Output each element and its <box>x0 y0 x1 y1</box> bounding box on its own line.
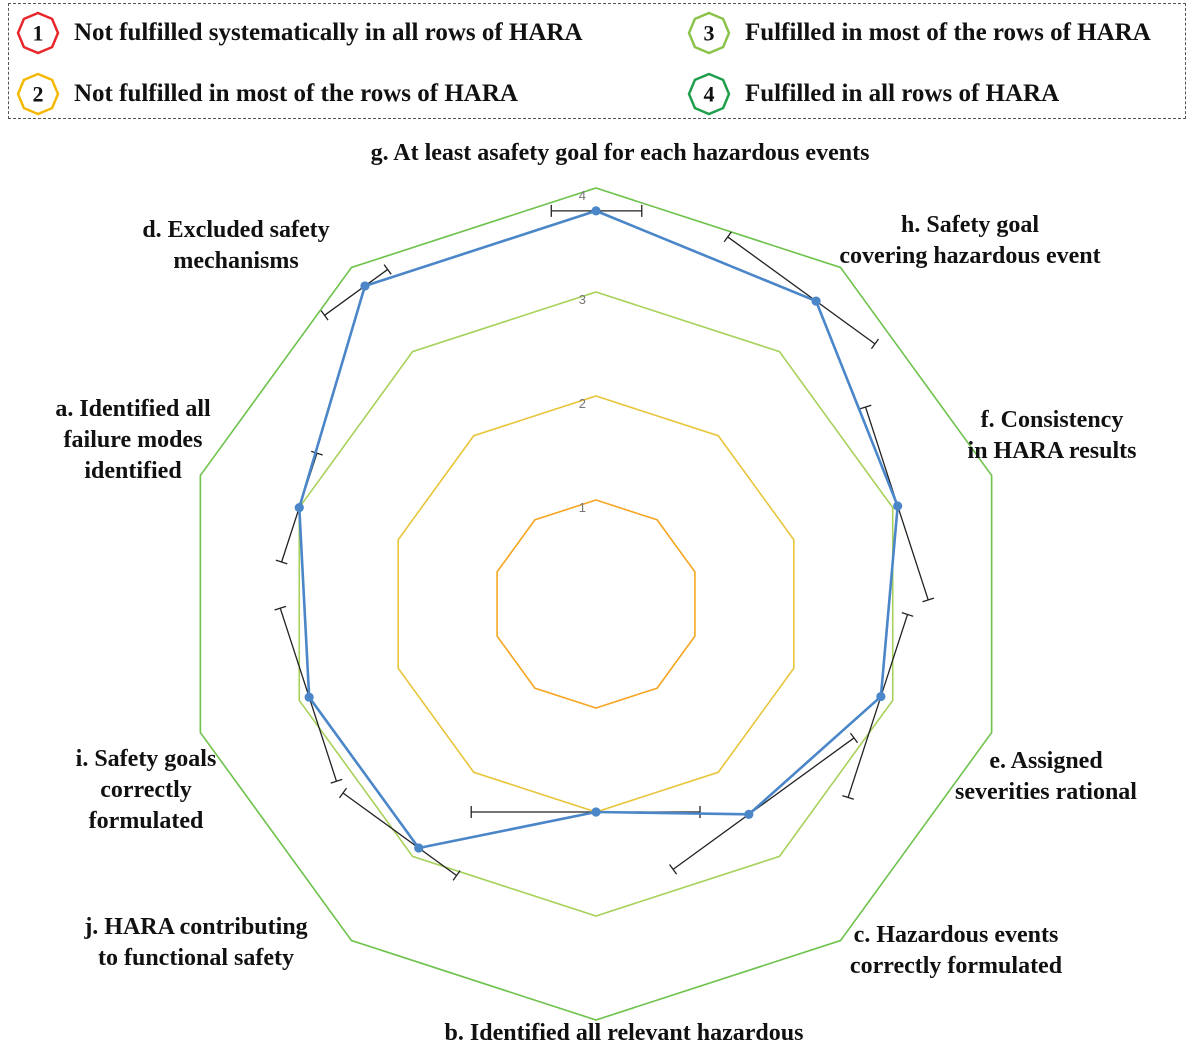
tick-label: 1 <box>579 500 586 515</box>
legend-label: Fulfilled in all rows of HARA <box>745 80 1060 107</box>
legend-number: 4 <box>704 82 715 107</box>
grid-ring-1 <box>496 499 696 709</box>
error-bar <box>342 792 457 877</box>
octagon-badge-icon: 4 <box>687 72 731 116</box>
data-point <box>414 843 424 853</box>
error-bar-cap <box>922 597 935 603</box>
error-bar-cap <box>723 231 732 243</box>
legend-number: 3 <box>704 21 715 46</box>
data-point <box>744 809 754 819</box>
legend-item-1: 1 Not fulfilled systematically in all ro… <box>16 11 583 55</box>
error-bar <box>672 737 855 870</box>
error-bar-cap <box>849 732 859 744</box>
axis-label: i. Safety goals correctly formulated <box>76 746 217 834</box>
octagon-badge-icon: 3 <box>687 11 731 55</box>
tick-label: 4 <box>579 188 586 203</box>
data-point <box>591 206 601 216</box>
series-line <box>297 209 899 850</box>
legend-number: 1 <box>33 21 44 46</box>
error-bar-cap <box>870 338 880 350</box>
data-point <box>294 502 304 513</box>
axis-label: f. Consistency in HARA results <box>968 407 1137 464</box>
error-bar <box>727 236 876 345</box>
grid-ring-3 <box>298 291 894 917</box>
tick-label: 2 <box>579 396 586 411</box>
error-bar-cap <box>311 450 323 456</box>
axis-label: e. Assigned severities rational <box>955 748 1137 805</box>
data-point <box>304 692 314 702</box>
data-point <box>876 691 886 702</box>
error-bar <box>324 268 389 316</box>
legend-label: Fulfilled in most of the rows of HARA <box>745 19 1151 46</box>
error-bar-cap <box>859 404 872 410</box>
octagon-badge-icon: 2 <box>16 72 60 116</box>
legend: 1 Not fulfilled systematically in all ro… <box>8 3 1186 119</box>
data-point <box>360 281 370 291</box>
error-bar-cap <box>274 605 287 611</box>
legend-item-3: 3 Fulfilled in most of the rows of HARA <box>687 11 1151 55</box>
octagon-badge-icon: 1 <box>16 11 60 55</box>
axis-label: c. Hazardous events correctly formulated <box>850 922 1063 979</box>
error-bar <box>847 614 909 798</box>
axis-label: a. Identified all failure modes identified <box>55 396 211 484</box>
axis-label: b. Identified all relevant hazardous <box>445 1020 804 1046</box>
legend-item-4: 4 Fulfilled in all rows of HARA <box>687 72 1059 116</box>
grid-ring-4 <box>199 187 993 1021</box>
axis-label: d. Excluded safety mechanisms <box>142 217 329 274</box>
error-bar-cap <box>320 310 329 321</box>
error-bar-cap <box>669 864 678 875</box>
data-point <box>893 501 903 511</box>
error-bar-cap <box>842 794 854 800</box>
data-point <box>591 807 601 817</box>
error-bar-cap <box>383 264 392 275</box>
tick-label: 3 <box>579 292 586 307</box>
axis-label: h. Safety goal covering hazardous event <box>839 212 1100 269</box>
grid-ring-2 <box>397 395 795 813</box>
error-bar-cap <box>338 787 348 799</box>
legend-label: Not fulfilled in most of the rows of HAR… <box>74 80 518 107</box>
error-bar-cap <box>330 778 343 784</box>
legend-item-2: 2 Not fulfilled in most of the rows of H… <box>16 72 518 116</box>
error-bar-cap <box>452 870 461 881</box>
axis-label: j. HARA contributing to functional safety <box>83 914 307 971</box>
data-point <box>811 296 821 306</box>
error-bar-cap <box>901 611 914 617</box>
axis-label: g. At least asafety goal for each hazard… <box>371 140 870 166</box>
legend-label: Not fulfilled systematically in all rows… <box>74 19 583 46</box>
legend-number: 2 <box>33 82 44 107</box>
error-bar-cap <box>275 559 288 565</box>
